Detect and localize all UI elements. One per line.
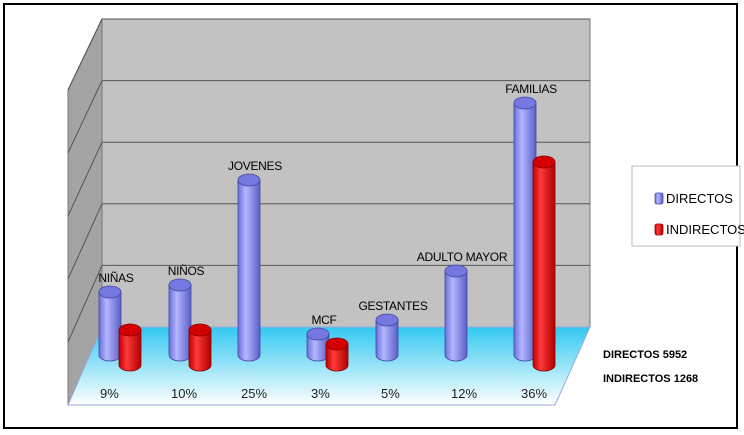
bar-directos-4: [375, 313, 399, 362]
bar-directos-5-body: [444, 270, 468, 362]
bar-directos-5: [444, 264, 468, 362]
legend-item-indirectos: INDIRECTOS: [654, 222, 744, 237]
percent-label: 3%: [311, 386, 330, 401]
bar-directos-1-body: [168, 284, 192, 362]
legend: DIRECTOS INDIRECTOS: [631, 165, 744, 247]
bar-directos-1-top: [168, 278, 192, 292]
bar-directos-2-body: [237, 179, 261, 362]
bar-indirectos-0-body: [118, 329, 142, 372]
bar-directos-0-body: [98, 291, 122, 362]
totals-block: DIRECTOS 5952 INDIRECTOS 1268: [603, 349, 698, 385]
bars-layer: [98, 96, 556, 372]
gridline-side: [67, 80, 103, 154]
bar-indirectos-0-top: [118, 323, 142, 337]
category-label: FAMILIAS: [505, 82, 557, 96]
gridline-side: [67, 265, 103, 343]
bar-directos-0-top: [98, 285, 122, 299]
bar-directos-4-body: [375, 319, 399, 362]
legend-swatch-indirectos: [654, 223, 664, 236]
bar-indirectos-6-top: [532, 155, 556, 169]
bar-indirectos-1: [188, 323, 212, 372]
percent-label: 9%: [100, 386, 119, 401]
bar-indirectos-0: [118, 323, 142, 372]
gridline-side: [67, 18, 103, 91]
legend-item-directos: DIRECTOS: [654, 191, 733, 206]
gridline-side: [67, 203, 103, 280]
legend-label-directos: DIRECTOS: [666, 191, 733, 206]
percent-label: 25%: [241, 386, 267, 401]
bar-directos-2: [237, 173, 261, 362]
bar-indirectos-1-body: [188, 329, 212, 372]
bar-directos-6: [513, 96, 537, 362]
bar-directos-3-top: [306, 327, 330, 341]
bar-directos-0: [98, 285, 122, 362]
category-label: ADULTO MAYOR: [417, 250, 508, 264]
total-indirectos: INDIRECTOS 1268: [603, 373, 698, 385]
bar-directos-3: [306, 327, 330, 362]
total-directos: DIRECTOS 5952: [603, 349, 687, 361]
bar-indirectos-3-top: [325, 337, 349, 351]
bar-indirectos-1-top: [188, 323, 212, 337]
category-label: JOVENES: [228, 159, 282, 173]
legend-swatch-directos: [654, 192, 664, 205]
category-label: NIÑOS: [168, 264, 205, 278]
bar-indirectos-6: [532, 155, 556, 372]
bar-directos-2-top: [237, 173, 261, 187]
category-label: GESTANTES: [358, 299, 427, 313]
gridline-side: [67, 141, 103, 217]
category-labels: NIÑAS NIÑOS JOVENES MCF GESTANTES ADULTO MAYO…: [98, 82, 557, 327]
percent-label: 5%: [381, 386, 400, 401]
bar-indirectos-3: [325, 337, 349, 372]
category-label: NIÑAS: [98, 271, 133, 285]
legend-box: [631, 165, 741, 247]
bar-indirectos-3-body: [325, 343, 349, 372]
bar-directos-4-top: [375, 313, 399, 327]
legend-label-indirectos: INDIRECTOS: [666, 222, 744, 237]
bar-directos-5-top: [444, 264, 468, 278]
bar-indirectos-6-body: [532, 161, 556, 372]
percent-label: 12%: [451, 386, 477, 401]
percent-label: 10%: [171, 386, 197, 401]
bar-directos-6-top: [513, 96, 537, 110]
bar-directos-1: [168, 278, 192, 362]
gridlines: [67, 18, 590, 343]
percent-label: 36%: [521, 386, 547, 401]
percent-labels: 9% 10% 25% 3% 5% 12% 36%: [100, 386, 547, 401]
category-label: MCF: [311, 313, 336, 327]
